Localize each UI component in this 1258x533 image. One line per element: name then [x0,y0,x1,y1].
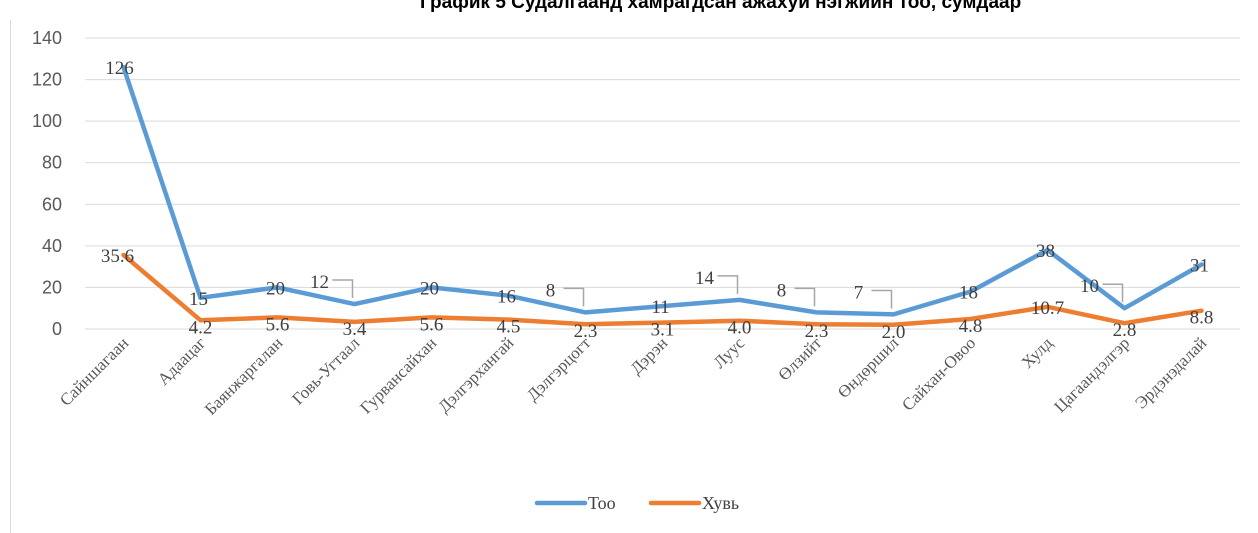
x-category-label: Адаацаг [154,333,210,389]
data-label-khuv: 5.6 [420,314,444,335]
data-label-khuv: 8.8 [1190,308,1214,329]
chart-title: График 5 Судалгаанд хамрагдсан ажахуй нэ… [420,0,1022,13]
x-category-label: Сайншагаан [56,333,132,409]
data-label-too: 18 [959,283,978,304]
data-label-too: 10 [1080,276,1099,297]
leader-line [794,287,816,307]
x-category-label: Эрдэнэдалай [1131,333,1210,412]
x-category-label: Гурвансайхан [356,333,440,417]
x-category-label: Өндөршил [834,333,903,402]
y-tick-label: 80 [42,153,62,173]
data-label-too: 12 [310,272,329,293]
data-label-khuv: 3.4 [343,319,367,340]
data-label-too: 14 [695,268,715,289]
leader-line [871,289,893,309]
data-label-too: 126 [105,58,134,79]
y-axis-ticks: 0 20 40 60 80 100 120 140 [32,28,62,339]
x-category-label: Хулд [1018,333,1057,372]
x-category-label: Луус [710,333,749,372]
series-line [121,64,1204,317]
leader-line [717,275,739,294]
data-label-khuv: 35.6 [101,246,134,267]
data-label-too: 15 [189,289,208,310]
data-label-khuv: 4.5 [497,317,521,338]
data-label-khuv: 2.8 [1113,320,1137,341]
y-tick-label: 0 [52,319,62,339]
data-label-khuv: 2.3 [805,321,829,342]
x-category-label: Баянжаргалан [201,333,286,418]
x-category-label: Сайхан-Овоо [898,333,979,414]
data-label-khuv: 3.1 [651,320,675,341]
y-tick-label: 20 [42,277,62,297]
data-label-too: 8 [777,280,787,301]
data-label-khuv: 4.2 [189,317,213,338]
data-label-too: 8 [546,280,556,301]
legend-label: Хувь [702,493,739,513]
y-tick-label: 100 [32,111,62,131]
leader-lines [332,275,1124,309]
leader-line [1102,283,1124,303]
data-label-khuv: 2.0 [882,322,906,343]
leader-line [332,279,354,299]
data-label-too: 20 [420,278,439,299]
data-label-too: 7 [854,282,864,303]
data-labels: 126 15 20 12 20 16 8 11 14 8 7 18 38 10 31 35.6 4.2 5.6 3.… [101,58,1214,343]
data-label-too: 11 [651,297,669,318]
chart-frame [10,20,11,533]
data-label-khuv: 2.3 [574,321,598,342]
x-category-label: Дэлгэрхангай [434,333,517,416]
x-category-label: Цагаандэлгэр [1050,333,1133,416]
legend: Тоо Хувь [534,493,739,513]
series-lines [121,64,1204,328]
data-label-khuv: 5.6 [266,314,290,335]
leader-line [563,287,585,307]
data-label-too: 31 [1190,256,1209,277]
data-label-khuv: 4.8 [959,316,983,337]
x-category-label: Говь-Угтаал [288,333,363,408]
y-tick-label: 120 [32,70,62,90]
y-tick-label: 60 [42,194,62,214]
x-category-label: Дэлгэрцогт [523,333,595,405]
legend-label: Тоо [588,493,616,513]
data-label-khuv: 10.7 [1031,298,1064,319]
data-label-khuv: 4.0 [728,318,752,339]
data-label-too: 20 [266,278,285,299]
y-tick-label: 40 [42,236,62,256]
data-label-too: 38 [1036,241,1055,262]
gridlines [85,37,1240,330]
data-label-too: 16 [497,287,516,308]
y-tick-label: 140 [32,28,62,48]
series-line [121,252,1204,328]
